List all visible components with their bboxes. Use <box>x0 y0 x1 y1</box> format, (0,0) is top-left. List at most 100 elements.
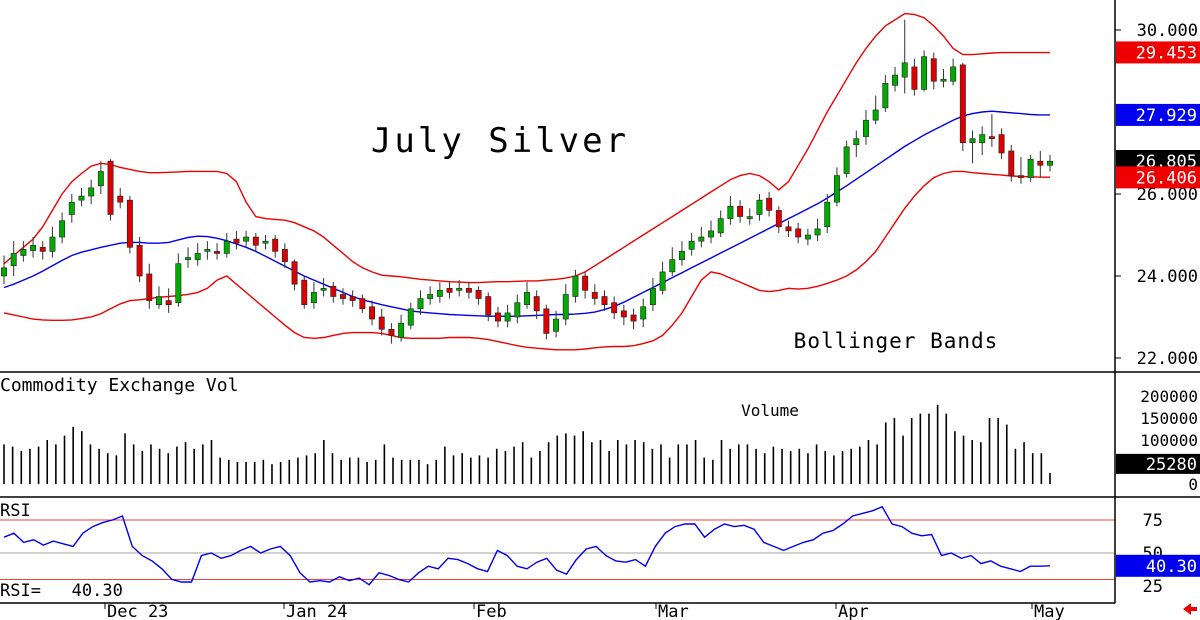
x-tick-label: Mar <box>658 602 689 620</box>
candle-down <box>911 66 918 90</box>
candle-up <box>88 187 95 197</box>
candle-down <box>301 279 308 306</box>
candle-down <box>475 290 482 299</box>
rsi-line <box>3 505 1051 586</box>
candle-down <box>446 287 453 293</box>
candle-up <box>1 267 7 277</box>
candle-down <box>252 236 259 246</box>
candle-up <box>892 74 899 86</box>
candle-down <box>359 298 366 310</box>
candle-down <box>214 251 221 254</box>
x-tick-label: May <box>1034 602 1065 620</box>
candle-down <box>117 195 124 203</box>
candle-down <box>1017 175 1024 178</box>
candle-down <box>737 206 744 217</box>
candle-up <box>649 287 656 305</box>
candle-down <box>766 197 773 211</box>
candle-up <box>1047 160 1053 166</box>
volume-panel <box>3 404 1051 484</box>
candle-down <box>494 312 501 322</box>
candle-down <box>369 306 376 320</box>
candle-down <box>378 316 385 330</box>
candle-up <box>882 83 889 109</box>
candle-down <box>620 310 627 318</box>
candle-up <box>669 259 676 273</box>
rsi-readout: RSI= 40.30 <box>0 581 123 601</box>
chart-title: July Silver <box>371 121 629 161</box>
candle-down <box>126 199 133 248</box>
candle-up <box>223 240 230 254</box>
candle-up <box>155 296 162 305</box>
candle-down <box>388 328 395 336</box>
price-tag-label: 26.406 <box>1136 168 1197 188</box>
bollinger-upper-band <box>3 12 1050 284</box>
candle-down <box>39 247 46 252</box>
candle-up <box>68 201 75 215</box>
price-tag-box <box>1116 103 1200 126</box>
candle-up <box>940 78 947 82</box>
candle-up <box>310 292 317 303</box>
x-tick-label: Feb <box>476 602 507 620</box>
candle-up <box>872 109 879 121</box>
candle-down <box>272 238 279 252</box>
candle-down <box>136 244 143 277</box>
candle-up <box>640 306 647 320</box>
x-tick-label: Dec 23 <box>107 602 168 620</box>
candle-up <box>185 257 191 260</box>
price-tag-label: 29.453 <box>1136 43 1197 63</box>
candle-up <box>175 263 182 303</box>
volume-tick-label: 100000 <box>1140 431 1198 450</box>
candle-down <box>340 294 346 299</box>
candle-up <box>901 62 908 78</box>
volume-tick-label: 0 <box>1188 475 1198 494</box>
candle-down <box>775 210 782 228</box>
candle-down <box>930 58 937 82</box>
candle-up <box>678 251 685 260</box>
candle-down <box>988 136 995 139</box>
volume-tick-label: 200000 <box>1140 387 1198 406</box>
rsi-panel-label: RSI <box>0 501 31 521</box>
candle-up <box>562 294 569 320</box>
candle-down <box>349 296 356 301</box>
bollinger-label: Bollinger Bands <box>794 329 999 353</box>
price-tag-box <box>1116 166 1200 189</box>
candle-up <box>804 234 811 240</box>
y-tick-label: 24.000 <box>1137 267 1198 287</box>
candle-down <box>465 287 472 293</box>
scroll-arrow-icon <box>1183 603 1197 615</box>
candle-up <box>30 244 37 251</box>
rsi-tick-label: 75 <box>1143 511 1163 531</box>
price-tag-box <box>1116 41 1200 64</box>
volume-tick-label: 150000 <box>1140 409 1198 428</box>
candle-up <box>1027 158 1034 178</box>
candle-down <box>485 296 492 316</box>
candle-down <box>107 160 114 215</box>
candle-down <box>146 273 153 301</box>
candle-up <box>979 134 986 144</box>
candle-down <box>601 296 608 305</box>
candle-up <box>417 298 424 310</box>
candle-up <box>97 171 104 187</box>
y-tick-label: 26.000 <box>1137 185 1198 205</box>
candle-up <box>243 236 250 242</box>
rsi-tick-label: 25 <box>1143 577 1163 597</box>
candle-up <box>504 312 511 322</box>
grid-layer <box>0 519 1115 580</box>
candle-down <box>281 249 288 262</box>
candle-down <box>959 64 966 144</box>
candle-up <box>833 175 840 203</box>
rsi-tag-label: 40.30 <box>1146 557 1197 577</box>
candle-up <box>59 220 66 238</box>
candle-up <box>49 236 56 252</box>
candle-up <box>727 206 734 219</box>
candle-up <box>688 240 695 250</box>
candle-up <box>824 201 831 228</box>
candle-down <box>233 238 240 244</box>
candle-down <box>998 134 1005 154</box>
candle-down <box>591 292 598 299</box>
moving-average-line <box>3 110 1050 317</box>
candle-down <box>291 261 298 285</box>
